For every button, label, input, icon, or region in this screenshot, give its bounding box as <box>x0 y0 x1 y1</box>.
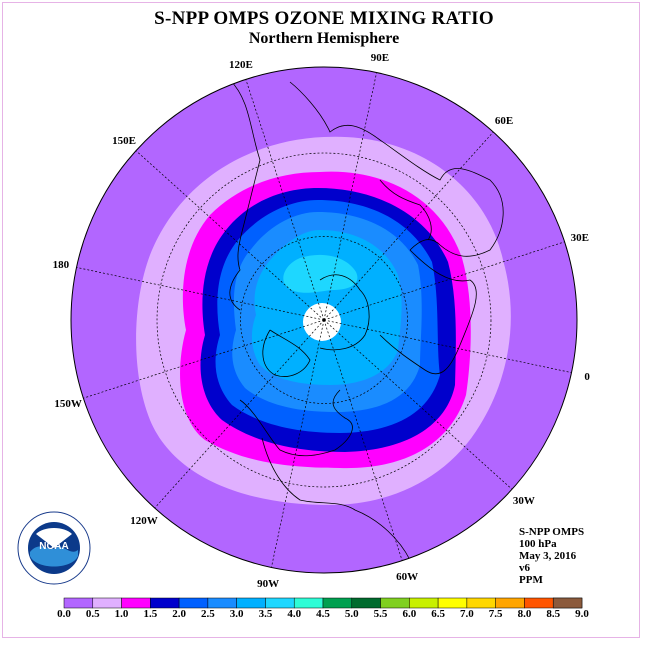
info-version: v6 <box>519 562 530 574</box>
graticule <box>76 72 572 568</box>
longitude-label: 60E <box>495 115 513 127</box>
longitude-label: 150E <box>112 135 136 147</box>
colorbar-tick-label: 8.5 <box>546 608 561 620</box>
colorbar-tick-label: 6.5 <box>431 608 445 620</box>
longitude-label: 90W <box>257 578 279 590</box>
colorbar-tick-label: 8.0 <box>517 608 532 620</box>
colorbar-tick-label: 9.0 <box>575 608 589 620</box>
polar-data-gap <box>303 303 341 341</box>
info-block: S-NPP OMPS 100 hPa May 3, 2016 v6 PPM <box>519 526 584 586</box>
colorbar <box>63 597 583 609</box>
noaa-logo-text: NOAA <box>39 541 68 552</box>
colorbar-tick-label: 3.5 <box>258 608 273 620</box>
info-instrument: S-NPP OMPS <box>519 526 585 538</box>
longitude-label: 150W <box>54 398 82 410</box>
colorbar-tick-label: 2.0 <box>172 608 186 620</box>
colorbar-tick-label: 5.5 <box>373 608 388 620</box>
colorbar-tick-label: 3.0 <box>229 608 244 620</box>
colorbar-tick-label: 1.5 <box>143 608 158 620</box>
longitude-labels: 90E 60E 30E 0 30W 60W 90W 120W 150W 180 150E 120E <box>53 52 591 590</box>
colorbar-tick-label: 4.5 <box>316 608 330 620</box>
longitude-label: 120E <box>229 59 253 71</box>
colorbar-tick-label: 1.0 <box>114 608 129 620</box>
figure-frame <box>2 2 640 638</box>
page-subtitle: Northern Hemisphere <box>248 30 400 47</box>
map-border <box>70 66 578 574</box>
colorbar-tick-label: 5.0 <box>344 608 359 620</box>
longitude-label: 0 <box>584 371 590 383</box>
colorbar-tick-label: 2.5 <box>201 608 215 620</box>
page-title: S-NPP OMPS OZONE MIXING RATIO <box>154 8 494 29</box>
info-date: May 3, 2016 <box>519 550 577 562</box>
longitude-label: 180 <box>53 259 70 271</box>
info-units: PPM <box>519 574 543 586</box>
colorbar-segment <box>552 597 583 609</box>
longitude-label: 90E <box>371 52 389 64</box>
longitude-label: 30E <box>571 232 589 244</box>
latitude-circle <box>156 152 492 488</box>
colorbar-tick-label: 7.0 <box>460 608 474 620</box>
colorbar-tick-label: 4.0 <box>287 608 302 620</box>
contour-3.5-4.0 <box>283 254 358 293</box>
colorbar-tick-label: 0.0 <box>57 608 71 620</box>
info-level: 100 hPa <box>519 538 557 550</box>
latitude-circle <box>240 236 408 404</box>
longitude-label: 120W <box>130 515 158 527</box>
longitude-label: 60W <box>396 571 418 583</box>
colorbar-tick-label: 6.0 <box>402 608 417 620</box>
colorbar-tick-label: 7.5 <box>488 608 503 620</box>
coastlines <box>229 79 504 561</box>
colorbar-tick-label: 0.5 <box>85 608 100 620</box>
longitude-label: 30W <box>513 495 535 507</box>
